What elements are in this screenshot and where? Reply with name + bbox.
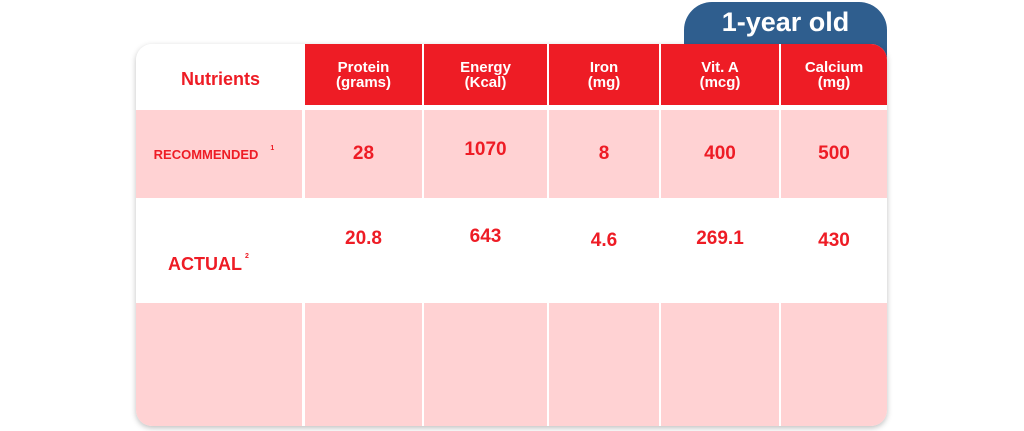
empty-cell [305,303,422,426]
actual-iron: 4.6 [590,229,618,251]
footnote-1: 1 [270,144,275,152]
recommended-label: RECOMMENDED 1 [136,110,302,198]
col-unit: (Kcal) [464,73,507,91]
footnote-2: 2 [245,253,249,260]
col-header-calcium: Calcium (mg) [781,44,887,105]
empty-cell [549,303,659,426]
recommended-energy: 1070 [424,110,547,198]
col-unit: (mg) [817,73,851,91]
col-name: Calcium [804,58,864,76]
empty-cell [781,303,887,426]
col-unit: (mg) [587,73,621,91]
recommended-text: RECOMMENDED [153,146,259,162]
recommended-vit-a: 400 [661,110,779,198]
nutrients-header: Nutrients [136,44,305,105]
recommended-iron: 8 [549,110,659,198]
empty-cell [661,303,779,426]
col-unit: (mcg) [699,73,741,91]
empty-cell [136,303,302,426]
col-name: Protein [337,58,390,76]
nutrient-table: Nutrients Protein (grams) Energy (Kcal) Ir… [136,44,887,426]
recommended-calcium: 500 [781,110,887,198]
actual-energy: 643 [469,225,502,247]
col-header-iron: Iron (mg) [549,44,659,105]
col-name: Energy [460,58,511,76]
empty-cell [424,303,547,426]
col-header-vit-a: Vit. A (mcg) [661,44,779,105]
actual-protein: 20.8 [345,227,382,249]
recommended-protein: 28 [305,110,422,198]
col-unit: (grams) [335,73,391,91]
age-badge-label: 1-year old [721,7,850,37]
col-header-protein: Protein (grams) [305,44,422,105]
col-name: Vit. A [701,58,739,76]
actual-label: ACTUAL 2 [136,200,305,301]
col-header-energy: Energy (Kcal) [424,44,547,105]
actual-text: ACTUAL [168,254,243,274]
actual-vit-a: 269.1 [696,227,744,249]
actual-calcium: 430 [818,229,850,251]
col-name: Iron [589,58,619,76]
